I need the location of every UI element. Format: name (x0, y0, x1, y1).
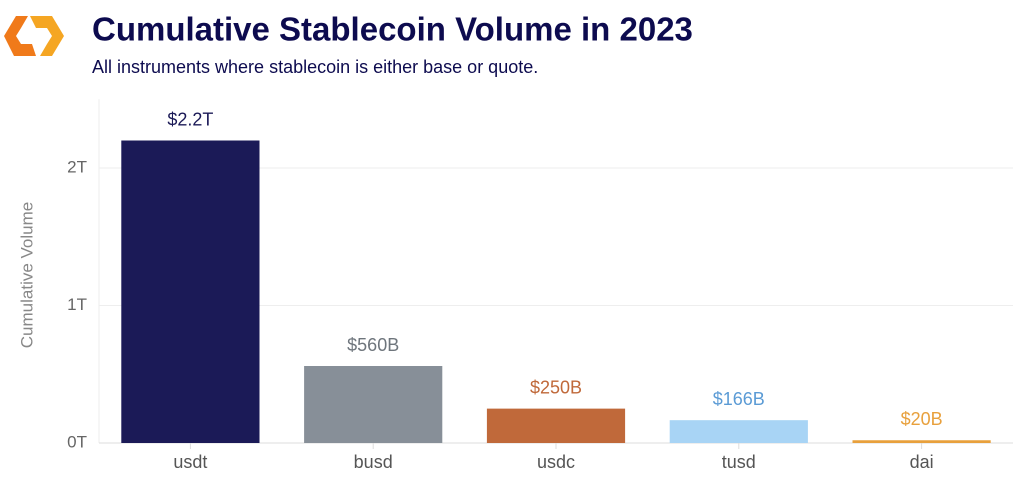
x-tick-label: usdc (537, 452, 575, 472)
x-tick-label: usdt (173, 452, 207, 472)
x-tick-label: dai (910, 452, 934, 472)
x-tick-label: tusd (722, 452, 756, 472)
bar (669, 420, 808, 443)
bar (852, 440, 991, 443)
logo (4, 16, 64, 56)
chart-subtitle: All instruments where stablecoin is eith… (92, 57, 538, 77)
chart-title: Cumulative Stablecoin Volume in 2023 (92, 11, 693, 48)
y-tick-label: 0T (67, 432, 87, 451)
data-label: $2.2T (167, 109, 213, 129)
bar (486, 408, 626, 443)
data-label: $166B (713, 389, 765, 409)
bar (121, 140, 260, 443)
y-tick-label: 2T (67, 157, 87, 176)
y-tick-label: 1T (67, 295, 87, 314)
bar (304, 366, 443, 443)
data-label: $560B (347, 335, 399, 355)
y-axis-label: Cumulative Volume (17, 202, 36, 348)
data-label: $20B (901, 409, 943, 429)
x-tick-label: busd (354, 452, 393, 472)
data-label: $250B (530, 377, 582, 397)
